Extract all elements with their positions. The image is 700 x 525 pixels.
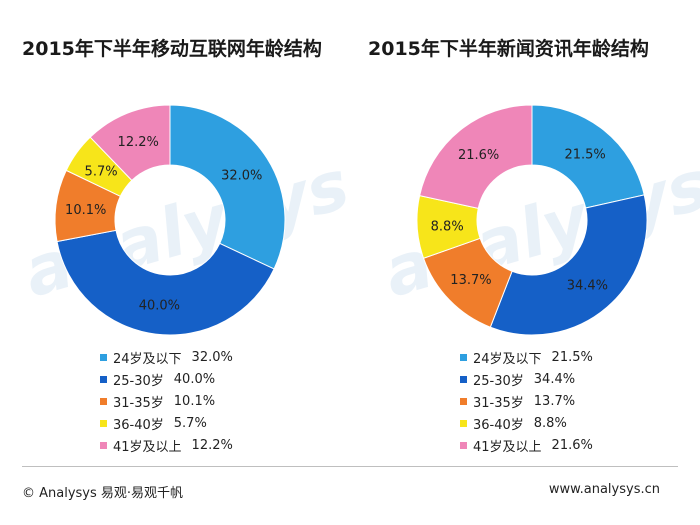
legend-item: 31-35岁 10.1% — [100, 390, 233, 412]
legend-swatch — [100, 375, 107, 383]
legend-label: 41岁及以上 — [473, 439, 542, 455]
legend-item: 41岁及以上 21.6% — [460, 434, 593, 456]
legend-value: 8.8% — [533, 415, 567, 431]
legend-right: 24岁及以下 21.5% 25-30岁 34.4% 31-35岁 13.7% 36-40岁 8… — [460, 346, 593, 456]
legend-value: 40.0% — [173, 371, 216, 387]
legend-swatch — [100, 419, 107, 427]
donut-chart-right: 21.5% 34.4% 13.7% 8.8% 21.6% — [416, 104, 648, 336]
legend-label: 36-40岁 — [113, 417, 164, 433]
legend-value: 5.7% — [173, 415, 207, 431]
donut-slice-5 — [419, 104, 533, 209]
legend-item: 25-30岁 40.0% — [100, 368, 233, 390]
legend-swatch — [100, 353, 107, 361]
legend-label: 31-35岁 — [473, 395, 524, 411]
slice-value-label: 34.4% — [567, 278, 608, 293]
slice-value-label: 21.5% — [564, 148, 605, 163]
slice-value-label: 13.7% — [450, 273, 491, 288]
donut-slice-2 — [56, 229, 275, 336]
legend-swatch — [460, 419, 467, 427]
footer-divider — [22, 466, 678, 467]
legend-label: 36-40岁 — [473, 417, 524, 433]
legend-label: 25-30岁 — [473, 373, 524, 389]
slice-value-label: 32.0% — [221, 168, 262, 183]
donut-chart-left: 32.0% 40.0% 10.1% 5.7%12.2% — [54, 104, 286, 336]
footer-copyright: © Analysys 易观·易观千帆 — [22, 486, 184, 501]
legend-swatch — [460, 397, 467, 405]
donut-slice-5 — [89, 104, 171, 182]
legend-swatch — [460, 441, 467, 449]
legend-value: 10.1% — [173, 393, 216, 409]
legend-item: 36-40岁 5.7% — [100, 412, 233, 434]
legend-swatch — [100, 397, 107, 405]
legend-label: 24岁及以下 — [473, 351, 542, 367]
footer-website: www.analysys.cn — [548, 482, 660, 497]
donut-slice-2 — [489, 194, 648, 336]
legend-label: 25-30岁 — [113, 373, 164, 389]
slice-value-label: 12.2% — [118, 135, 159, 150]
legend-value: 32.0% — [191, 349, 233, 365]
chart-title-right: 2015年下半年新闻资讯年龄结构 — [368, 38, 649, 60]
legend-value: 13.7% — [533, 393, 576, 409]
legend-item: 41岁及以上 12.2% — [100, 434, 233, 456]
donut-slice-1 — [531, 104, 645, 209]
slice-value-label: 21.6% — [458, 148, 499, 163]
legend-value: 21.5% — [551, 349, 593, 365]
legend-label: 24岁及以下 — [113, 351, 182, 367]
slice-value-label: 8.8% — [431, 219, 464, 234]
legend-value: 34.4% — [533, 371, 576, 387]
legend-label: 41岁及以上 — [113, 439, 182, 455]
slice-value-label: 40.0% — [139, 298, 180, 313]
slice-value-label: 5.7% — [85, 164, 118, 179]
chart-title-left: 2015年下半年移动互联网年龄结构 — [22, 38, 322, 60]
legend-swatch — [100, 441, 107, 449]
legend-item: 24岁及以下 32.0% — [100, 346, 233, 368]
legend-left: 24岁及以下 32.0% 25-30岁 40.0% 31-35岁 10.1% 36-40岁 5… — [100, 346, 233, 456]
legend-item: 31-35岁 13.7% — [460, 390, 593, 412]
donut-slice-1 — [169, 104, 286, 270]
legend-item: 24岁及以下 21.5% — [460, 346, 593, 368]
legend-swatch — [460, 353, 467, 361]
legend-value: 12.2% — [191, 437, 233, 453]
legend-value: 21.6% — [551, 437, 593, 453]
slice-value-label: 10.1% — [65, 203, 106, 218]
legend-item: 25-30岁 34.4% — [460, 368, 593, 390]
legend-item: 36-40岁 8.8% — [460, 412, 593, 434]
legend-label: 31-35岁 — [113, 395, 164, 411]
legend-swatch — [460, 375, 467, 383]
